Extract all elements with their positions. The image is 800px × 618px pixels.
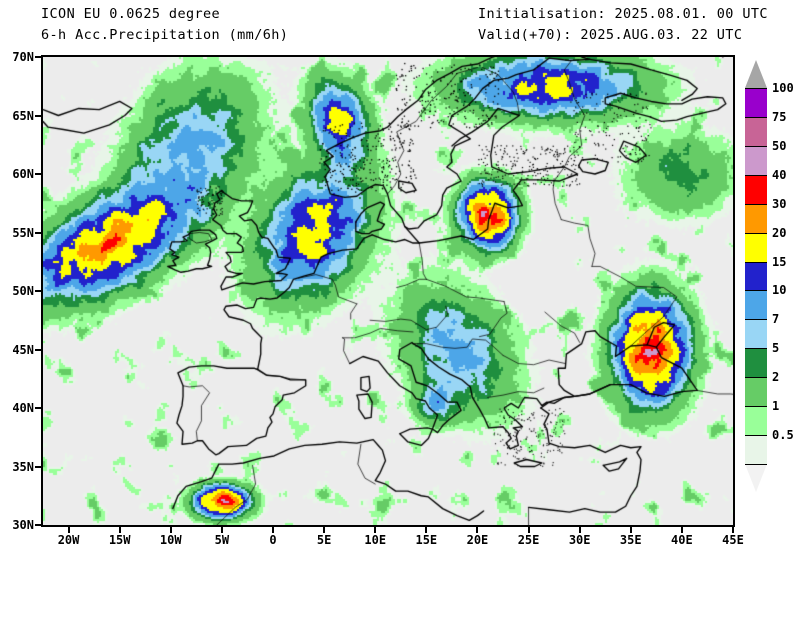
map-frame <box>41 55 735 527</box>
colorbar-cell-75[interactable] <box>745 116 767 146</box>
lon-tick-5E <box>323 527 326 533</box>
lat-label-50N: 50N <box>12 284 34 298</box>
colorbar-label-15: 15 <box>772 254 787 269</box>
colorbar-tick-1 <box>745 406 767 408</box>
colorbar-label-50: 50 <box>772 138 787 153</box>
colorbar-cell-30[interactable] <box>745 203 767 233</box>
lon-label-0: 0 <box>269 533 277 547</box>
colorbar-tick-7 <box>745 319 767 321</box>
colorbar[interactable] <box>745 88 767 464</box>
colorbar-cell-2[interactable] <box>745 377 767 407</box>
colorbar-tick-0.5 <box>745 435 767 437</box>
lat-tick-55N <box>35 231 41 234</box>
colorbar-label-100: 100 <box>772 81 794 95</box>
initialisation-label: Initialisation: 2025.08.01. 00 UTC <box>478 6 768 22</box>
colorbar-tick-2 <box>745 377 767 379</box>
lat-label-45N: 45N <box>12 342 34 357</box>
lon-label-15W: 15W <box>108 533 131 547</box>
colorbar-top-arrow <box>745 60 767 88</box>
colorbar-cell-20[interactable] <box>745 232 767 262</box>
lon-tick-15E <box>425 527 428 533</box>
lat-tick-40N <box>35 407 41 409</box>
colorbar-label-5: 5 <box>772 341 780 356</box>
lon-tick-30E <box>578 527 581 533</box>
colorbar-label-1: 1 <box>772 399 780 414</box>
lon-tick-10W <box>169 527 172 533</box>
field-description-label: 6-h Acc.Precipitation (mm/6h) <box>41 27 289 43</box>
colorbar-tick-15 <box>745 261 767 263</box>
colorbar-cell-5[interactable] <box>745 348 767 378</box>
lon-tick-10E <box>374 527 377 533</box>
lat-tick-50N <box>35 290 41 292</box>
colorbar-label-7: 7 <box>772 312 780 327</box>
lat-label-60N: 60N <box>12 167 34 181</box>
colorbar-cell-100[interactable] <box>745 88 767 117</box>
colorbar-cell-40[interactable] <box>745 174 767 204</box>
lat-label-40N: 40N <box>12 401 34 415</box>
lat-tick-30N <box>35 524 41 526</box>
colorbar-bottom-arrow <box>745 464 767 492</box>
lon-label-15E: 15E <box>415 533 438 547</box>
lon-tick-5W <box>220 527 223 533</box>
model-name-label: ICON EU 0.0625 degree <box>41 6 221 22</box>
lat-tick-70N <box>35 56 41 58</box>
lon-label-30E: 30E <box>568 533 591 547</box>
lon-label-40E: 40E <box>671 533 693 547</box>
lat-label-55N: 55N <box>12 225 34 240</box>
lon-tick-20E <box>476 527 479 533</box>
lon-label-20E: 20E <box>466 533 489 547</box>
colorbar-label-40: 40 <box>772 167 787 182</box>
lon-label-5W: 5W <box>214 533 230 547</box>
colorbar-tick-100 <box>745 88 767 89</box>
precipitation-map-canvas <box>43 57 733 525</box>
colorbar-tick-end <box>745 464 767 465</box>
colorbar-label-0.5: 0.5 <box>772 428 794 443</box>
lon-tick-0 <box>272 527 274 533</box>
lon-label-45E: 45E <box>722 533 744 547</box>
lat-tick-60N <box>35 173 41 175</box>
colorbar-tick-50 <box>745 145 767 147</box>
lon-tick-20W <box>67 527 70 533</box>
lat-label-70N: 70N <box>12 50 34 64</box>
lat-tick-65N <box>35 114 41 117</box>
colorbar-tick-40 <box>745 174 767 176</box>
colorbar-label-20: 20 <box>772 225 787 240</box>
lat-label-30N: 30N <box>12 518 34 532</box>
colorbar-tick-30 <box>745 203 767 205</box>
lon-tick-35E <box>629 527 632 533</box>
colorbar-label-75: 75 <box>772 109 787 124</box>
lat-tick-35N <box>35 465 41 468</box>
colorbar-cell-10[interactable] <box>745 290 767 320</box>
colorbar-cell-0.5[interactable] <box>745 435 767 464</box>
colorbar-cell-1[interactable] <box>745 406 767 436</box>
colorbar-label-10: 10 <box>772 283 787 298</box>
colorbar-label-30: 30 <box>772 196 787 211</box>
colorbar-tick-20 <box>745 232 767 234</box>
colorbar-label-2: 2 <box>772 370 780 385</box>
colorbar-cell-50[interactable] <box>745 145 767 175</box>
valid-time-label: Valid(+70): 2025.AUG.03. 22 UTC <box>478 27 743 43</box>
header: ICON EU 0.0625 degree 6-h Acc.Precipitat… <box>0 0 800 50</box>
colorbar-tick-75 <box>745 116 767 118</box>
lon-tick-15W <box>118 527 121 533</box>
lat-tick-45N <box>35 348 41 351</box>
lon-tick-40E <box>680 527 683 533</box>
lon-tick-45E <box>732 527 734 533</box>
lon-label-25E: 25E <box>517 533 540 547</box>
lat-label-65N: 65N <box>12 108 34 123</box>
lon-label-10W: 10W <box>159 533 182 547</box>
colorbar-cell-7[interactable] <box>745 319 767 349</box>
lon-tick-25E <box>527 527 530 533</box>
colorbar-cell-15[interactable] <box>745 261 767 291</box>
colorbar-tick-5 <box>745 348 767 350</box>
lat-label-35N: 35N <box>12 459 34 474</box>
lon-label-5E: 5E <box>316 533 332 547</box>
lon-label-20W: 20W <box>57 533 80 547</box>
colorbar-tick-10 <box>745 290 767 292</box>
lon-label-10E: 10E <box>364 533 387 547</box>
lon-label-35E: 35E <box>619 533 642 547</box>
